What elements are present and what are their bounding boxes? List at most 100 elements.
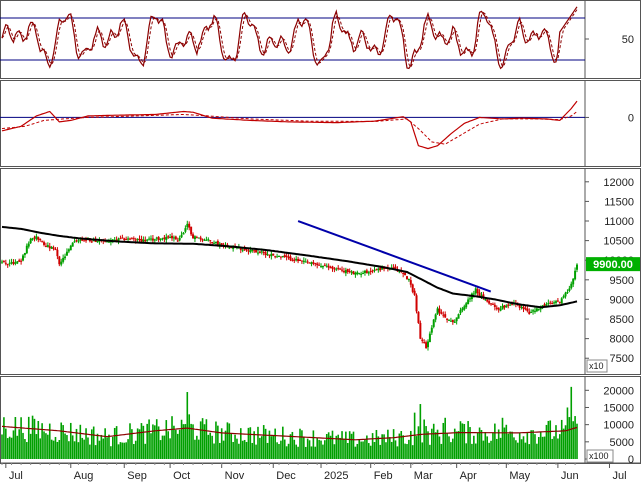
candle-body (472, 293, 475, 295)
volume-bar (94, 445, 97, 459)
volume-bar (555, 425, 557, 459)
last-price-box (586, 257, 640, 272)
volume-bar (266, 442, 269, 459)
candle-body (8, 262, 11, 264)
volume-unit-label: x100 (589, 451, 609, 461)
candle-body (449, 320, 452, 322)
volume-bar (438, 436, 441, 459)
candle-body (407, 278, 410, 280)
candle-body (354, 272, 357, 275)
candle-body (461, 308, 464, 311)
candle-body (507, 304, 510, 306)
candle-body (425, 342, 428, 349)
volume-bar (83, 439, 85, 459)
volume-bar (388, 437, 391, 459)
volume-bar (324, 440, 326, 459)
candle-body (283, 255, 286, 258)
volume-bar (387, 429, 389, 459)
y-tick-label: 20000 (603, 385, 634, 397)
candle-body (421, 339, 424, 342)
candle-body (216, 241, 219, 245)
volume-bar (66, 435, 68, 459)
candle-body (52, 247, 55, 249)
candle-body (75, 240, 78, 242)
candle-body (23, 252, 26, 255)
candle-body (321, 265, 324, 268)
volume-bar (457, 431, 460, 459)
volume-bar (465, 443, 468, 459)
volume-bar (62, 425, 64, 459)
volume-bar (507, 433, 510, 459)
candle-body (405, 276, 408, 280)
candle-body (232, 246, 235, 250)
candle-body (434, 314, 437, 320)
candle-body (419, 322, 422, 339)
volume-bar (197, 439, 200, 459)
volume-bar (215, 421, 217, 459)
candle-body (436, 308, 439, 315)
volume-bar (243, 439, 246, 459)
volume-bar (528, 444, 531, 459)
candle-body (392, 267, 395, 269)
candle-body (65, 251, 68, 256)
candle-body (499, 309, 502, 311)
volume-bar (155, 419, 158, 459)
candle-body (213, 242, 216, 244)
price-unit-label: x10 (589, 361, 604, 371)
volume-bar (559, 434, 561, 459)
candle-body (247, 250, 250, 252)
candle-body (67, 249, 70, 252)
candle-body (25, 245, 28, 254)
volume-bar (297, 446, 299, 459)
volume-bar (136, 428, 139, 459)
volume-bar (247, 427, 250, 459)
volume-bar (278, 443, 280, 459)
volume-bar (356, 443, 359, 459)
candle-body (501, 306, 504, 310)
candle-body (195, 237, 198, 239)
volume-bar (140, 423, 143, 459)
candle-body (329, 267, 332, 269)
volume-bar (375, 429, 378, 459)
volume-bar (459, 421, 462, 459)
volume-bar (239, 428, 242, 459)
volume-bar (371, 433, 374, 459)
candle-body (207, 239, 210, 241)
volume-bar (39, 438, 42, 459)
candle-body (490, 303, 493, 305)
volume-bar (442, 422, 445, 459)
volume-bar (490, 440, 492, 459)
candle-body (341, 269, 344, 271)
volume-bar (287, 443, 290, 459)
candle-body (285, 255, 288, 257)
volume-bar (320, 440, 322, 459)
date-label: Aug (74, 470, 94, 482)
volume-bar (259, 437, 261, 459)
candle-body (469, 298, 472, 300)
volume-bar (522, 436, 525, 459)
volume-bar (553, 436, 555, 459)
volume-bar (199, 421, 202, 459)
candle-body (362, 273, 365, 275)
volume-bar (27, 416, 30, 459)
candle-body (39, 239, 42, 241)
candle-body (176, 240, 179, 242)
volume-bar (495, 438, 498, 459)
candle-body (553, 302, 556, 304)
volume-bar (425, 426, 427, 459)
candle-body (463, 306, 466, 310)
candle-body (440, 312, 443, 314)
volume-bar (171, 416, 173, 459)
volume-bar (541, 436, 544, 459)
volume-bar (192, 424, 194, 459)
volume-bar (316, 437, 318, 459)
candle-body (169, 236, 172, 238)
volume-bar (473, 435, 475, 459)
volume-bar (213, 443, 215, 459)
candle-body (83, 240, 86, 242)
volume-bar (322, 444, 324, 459)
volume-bar (450, 442, 452, 459)
volume-bar (402, 435, 404, 459)
volume-bar (24, 439, 26, 459)
